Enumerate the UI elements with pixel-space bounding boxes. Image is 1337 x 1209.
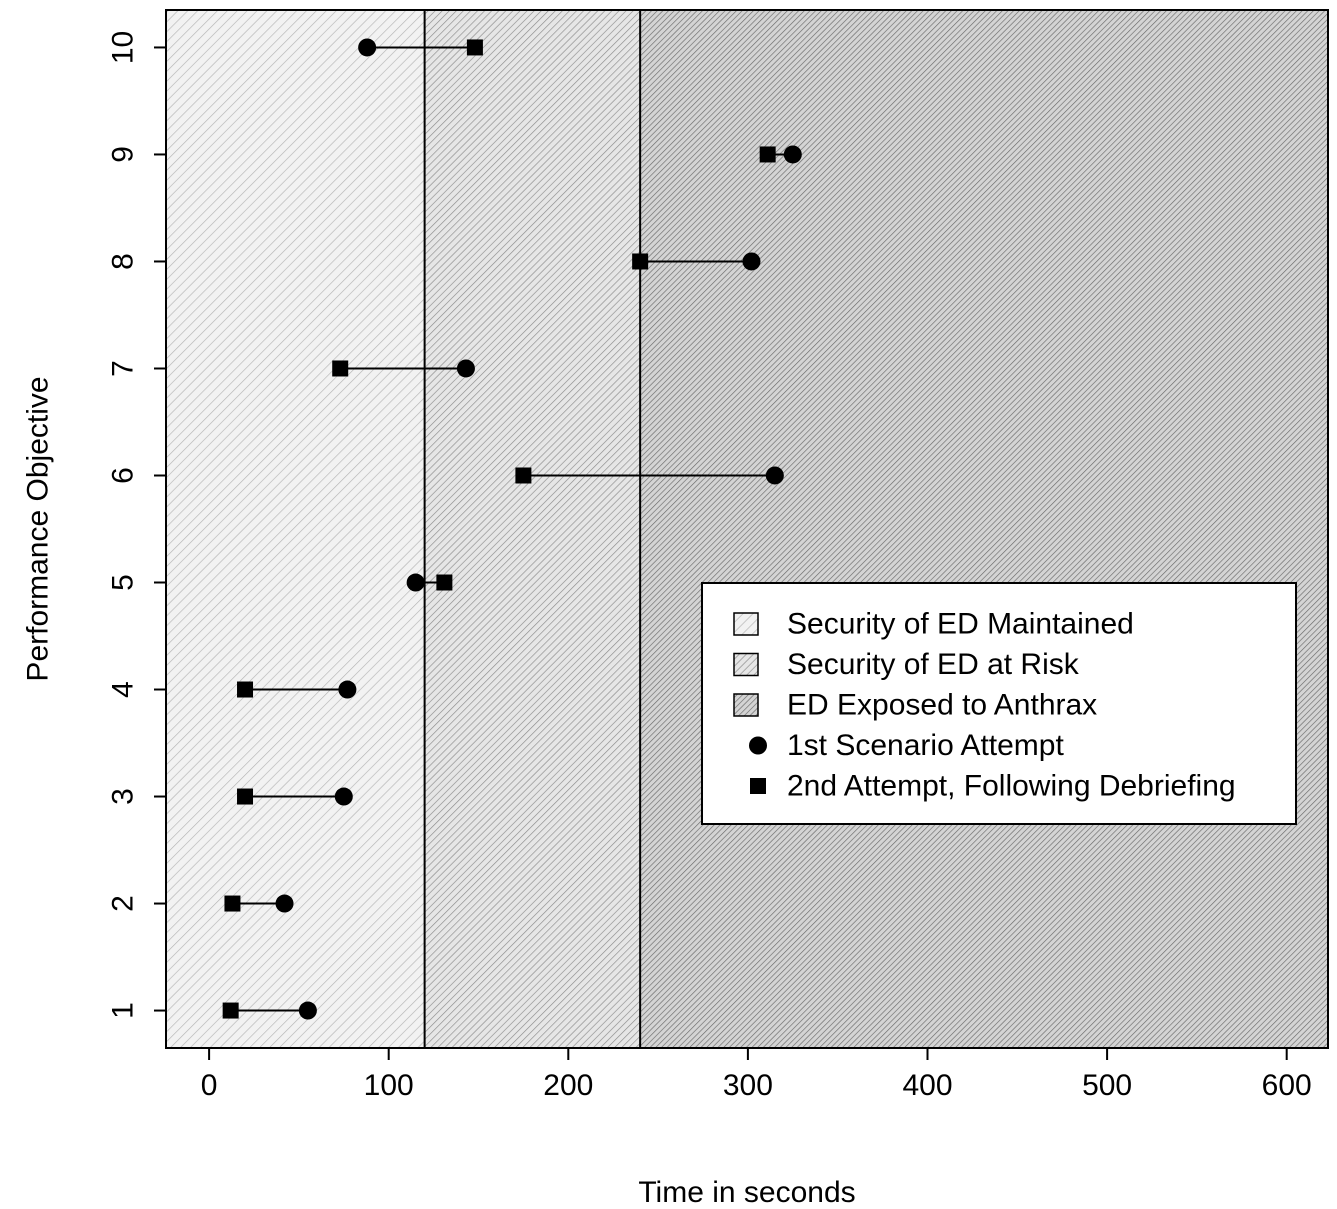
point-second-attempt-6 bbox=[515, 467, 532, 484]
y-tick-label: 8 bbox=[107, 253, 140, 270]
legend-swatch-3 bbox=[733, 693, 759, 717]
region-2 bbox=[424, 10, 641, 1048]
region-dividers bbox=[423, 10, 642, 1048]
x-tick-label: 200 bbox=[543, 1069, 593, 1102]
point-second-attempt-9 bbox=[759, 146, 776, 163]
point-first-attempt-9 bbox=[783, 145, 802, 164]
legend-label-4: 1st Scenario Attempt bbox=[787, 729, 1064, 762]
background-regions bbox=[166, 10, 1328, 1048]
point-second-attempt-4 bbox=[237, 681, 254, 698]
region-3 bbox=[640, 10, 1328, 1048]
y-tick-label: 4 bbox=[107, 681, 140, 698]
legend-circle-marker bbox=[749, 736, 767, 755]
point-first-attempt-1 bbox=[298, 1001, 317, 1020]
y-tick-label: 3 bbox=[107, 788, 140, 805]
y-tick-label: 2 bbox=[107, 895, 140, 912]
y-tick-label: 5 bbox=[107, 574, 140, 591]
legend-label-3: ED Exposed to Anthrax bbox=[787, 689, 1097, 722]
legend-swatch-2 bbox=[733, 652, 759, 677]
point-first-attempt-5 bbox=[406, 573, 425, 592]
y-axis: 1 2 3 4 5 6 7 8 9 10 bbox=[107, 31, 167, 1019]
point-second-attempt-5 bbox=[436, 574, 453, 591]
y-tick-label: 6 bbox=[107, 467, 140, 484]
point-second-attempt-7 bbox=[332, 360, 349, 377]
y-axis-label: Performance Objective bbox=[22, 376, 55, 681]
point-second-attempt-2 bbox=[224, 895, 241, 912]
legend-square-marker bbox=[750, 778, 766, 794]
y-tick-label: 1 bbox=[107, 1002, 140, 1019]
x-axis-label: Time in seconds bbox=[638, 1176, 855, 1209]
legend-label-2: Security of ED at Risk bbox=[787, 648, 1080, 681]
x-axis: 0 100 200 300 400 500 600 bbox=[201, 1047, 1312, 1102]
point-second-attempt-1 bbox=[222, 1002, 239, 1019]
legend-label-1: Security of ED Maintained bbox=[787, 608, 1134, 641]
y-tick-label: 9 bbox=[107, 146, 140, 163]
x-tick-label: 600 bbox=[1262, 1069, 1312, 1102]
x-tick-label: 300 bbox=[723, 1069, 773, 1102]
point-second-attempt-3 bbox=[237, 788, 254, 805]
y-tick-label: 7 bbox=[107, 360, 140, 377]
point-second-attempt-8 bbox=[632, 253, 649, 270]
point-first-attempt-4 bbox=[338, 680, 357, 699]
x-tick-label: 500 bbox=[1082, 1069, 1132, 1102]
x-tick-label: 400 bbox=[902, 1069, 952, 1102]
point-first-attempt-7 bbox=[456, 359, 475, 378]
point-first-attempt-6 bbox=[765, 466, 784, 485]
point-first-attempt-3 bbox=[334, 787, 353, 806]
point-first-attempt-8 bbox=[742, 252, 761, 271]
point-first-attempt-10 bbox=[358, 38, 377, 57]
legend-label-5: 2nd Attempt, Following Debriefing bbox=[787, 770, 1236, 803]
y-tick-label: 10 bbox=[107, 31, 140, 64]
legend: Security of ED Maintained Security of ED … bbox=[701, 582, 1297, 825]
x-tick-label: 0 bbox=[201, 1069, 218, 1102]
point-first-attempt-2 bbox=[275, 894, 294, 913]
point-second-attempt-10 bbox=[466, 39, 483, 56]
legend-box bbox=[701, 582, 1297, 825]
x-tick-label: 100 bbox=[364, 1069, 414, 1102]
legend-swatch-1 bbox=[733, 612, 759, 636]
data-points bbox=[222, 38, 802, 1020]
region-1 bbox=[166, 10, 425, 1048]
